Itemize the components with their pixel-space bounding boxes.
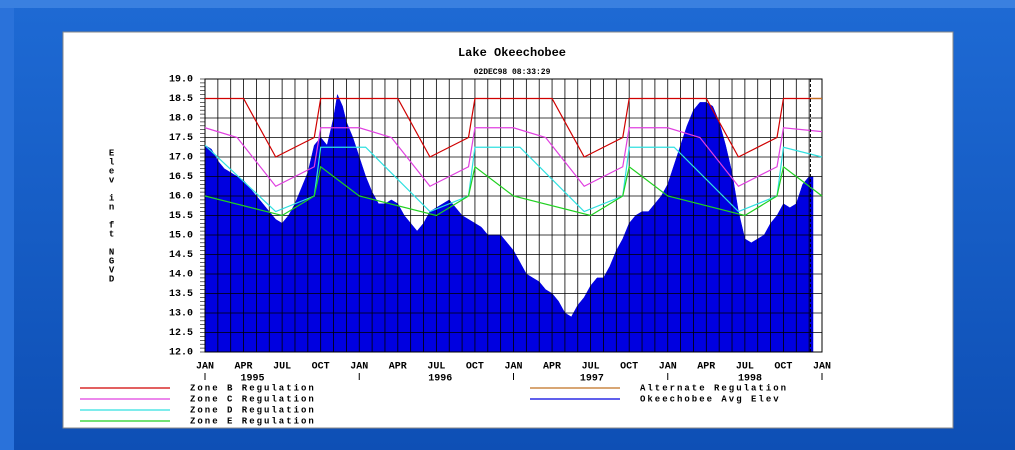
y-tick-label: 16.0 [169, 192, 193, 203]
x-tick-label: JAN [813, 362, 831, 373]
y-tick-label: 17.5 [169, 133, 193, 144]
chart-subtitle: 02DEC98 08:33:29 [474, 68, 551, 77]
x-tick-label: OCT [620, 362, 638, 373]
x-tick-label: OCT [774, 362, 792, 373]
x-tick-label: APR [235, 362, 253, 373]
y-tick-label: 18.0 [169, 114, 193, 125]
x-tick-label: JUL [273, 362, 291, 373]
year-label: 1996 [428, 374, 452, 385]
x-tick-label: APR [697, 362, 715, 373]
year-label: 1997 [580, 374, 604, 385]
legend-label: Zone D Regulation [190, 405, 316, 415]
x-tick-label: JUL [427, 362, 445, 373]
regulation-line [204, 127, 823, 188]
top-band [0, 0, 1015, 8]
regulation-line [205, 97, 822, 158]
x-tick-label: JAN [659, 362, 677, 373]
x-tick-label: JUL [736, 362, 754, 373]
x-tick-label: JAN [350, 362, 368, 373]
y-tick-label: 13.5 [169, 289, 193, 300]
y-tick-label: 12.0 [169, 348, 193, 359]
regulation-line [204, 144, 823, 213]
y-tick-label: 15.0 [169, 231, 193, 242]
x-tick-label: OCT [312, 362, 330, 373]
x-tick-label: APR [543, 362, 561, 373]
y-tick-label: 12.5 [169, 328, 193, 339]
legend-label: Okeechobee Avg Elev [640, 394, 781, 404]
year-label: 1995 [241, 374, 265, 385]
legend-label: Zone B Regulation [190, 383, 316, 393]
y-tick-label: 19.0 [169, 75, 193, 86]
y-tick-label: 16.5 [169, 172, 193, 183]
legend-label: Alternate Regulation [640, 383, 788, 393]
y-tick-label: 13.0 [169, 309, 193, 320]
x-tick-label: OCT [466, 362, 484, 373]
legend-label: Zone C Regulation [190, 394, 316, 404]
x-tick-label: JUL [582, 362, 600, 373]
y-tick-label: 14.0 [169, 270, 193, 281]
plot-frame [204, 78, 823, 353]
regulation-line [204, 165, 823, 217]
chart-title: Lake Okeechobee [458, 46, 566, 60]
y-tick-label: 17.0 [169, 153, 193, 164]
legend-label: Zone E Regulation [190, 416, 316, 426]
y-tick-label: 14.5 [169, 250, 193, 261]
y-axis-label: Elev in ft NGVD [107, 149, 117, 284]
y-tick-label: 18.5 [169, 94, 193, 105]
elevation-area [204, 93, 814, 353]
x-tick-label: JAN [504, 362, 522, 373]
y-tick-label: 15.5 [169, 211, 193, 222]
left-band [0, 8, 14, 450]
x-tick-label: JAN [196, 362, 214, 373]
x-tick-label: APR [389, 362, 407, 373]
year-label: 1998 [738, 374, 762, 385]
